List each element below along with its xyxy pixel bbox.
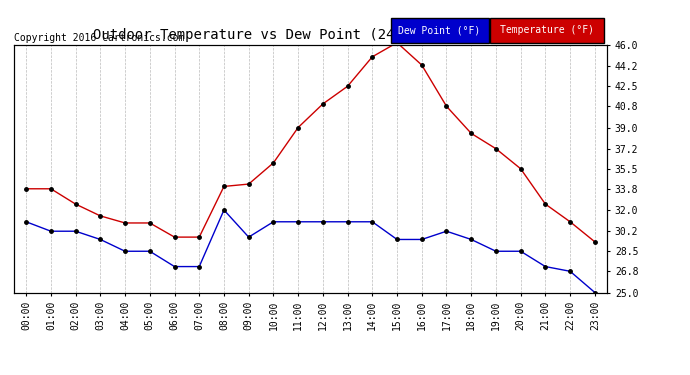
Text: Temperature (°F): Temperature (°F) <box>500 25 594 35</box>
Text: Dew Point (°F): Dew Point (°F) <box>398 25 481 35</box>
Title: Outdoor Temperature vs Dew Point (24 Hours) 20160201: Outdoor Temperature vs Dew Point (24 Hou… <box>92 28 529 42</box>
FancyBboxPatch shape <box>391 18 489 42</box>
FancyBboxPatch shape <box>490 18 604 42</box>
Text: Copyright 2016 Cartronics.com: Copyright 2016 Cartronics.com <box>14 33 184 42</box>
